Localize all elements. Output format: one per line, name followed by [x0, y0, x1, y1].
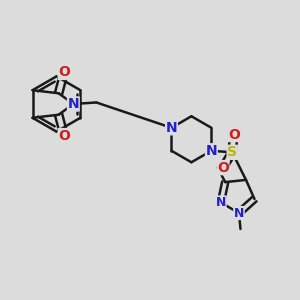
Text: O: O — [58, 129, 70, 142]
Text: N: N — [206, 144, 217, 158]
Text: O: O — [228, 128, 240, 142]
Text: N: N — [68, 97, 79, 111]
Text: O: O — [217, 160, 229, 175]
Text: N: N — [166, 121, 177, 135]
Text: N: N — [234, 206, 244, 220]
Text: N: N — [216, 196, 226, 209]
Text: O: O — [58, 65, 70, 80]
Text: S: S — [227, 145, 237, 159]
